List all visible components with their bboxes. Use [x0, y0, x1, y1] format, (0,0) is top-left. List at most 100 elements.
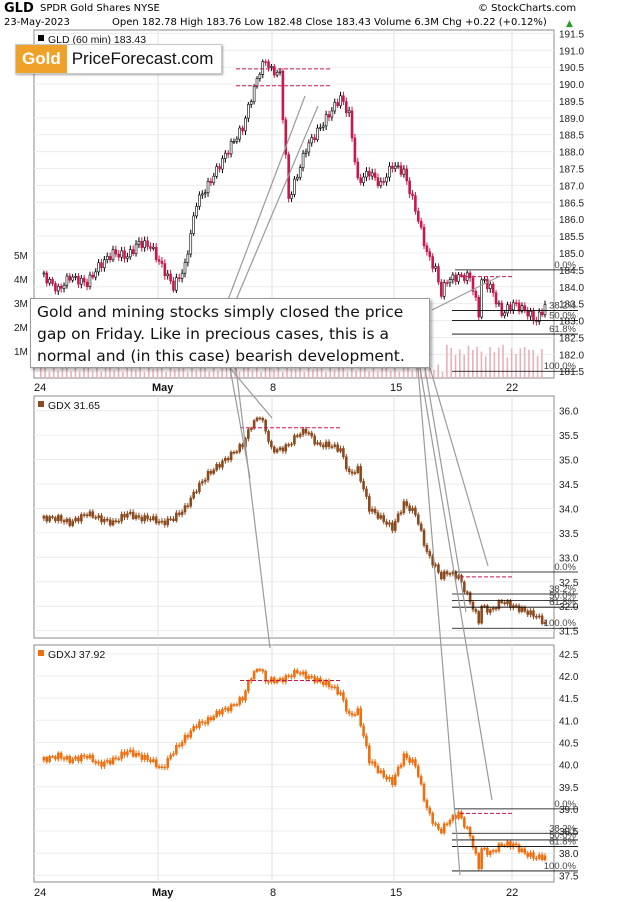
candle-body [327, 114, 331, 118]
candle-body [399, 165, 403, 175]
volume-bar [407, 367, 409, 378]
candle-body [321, 125, 325, 128]
candle-body [284, 119, 288, 155]
fib-level-label: 0.0% [554, 562, 576, 573]
candle-body [160, 520, 164, 523]
candle-body [365, 170, 368, 178]
candle-body [62, 757, 66, 760]
candle-body [344, 101, 348, 114]
candle-body [221, 158, 224, 170]
volume-bar [199, 367, 202, 378]
candle-body [206, 471, 210, 481]
candle-body [486, 605, 489, 613]
y-tick-label: 37.5 [559, 871, 579, 882]
volume-bar [415, 364, 418, 378]
candle-body [224, 152, 227, 159]
volume-bar [294, 369, 297, 378]
candle-body [445, 823, 449, 826]
fib-level-label: 0.0% [554, 260, 576, 271]
volume-bar [204, 366, 206, 378]
candle-body [48, 756, 51, 762]
candle-body [42, 515, 46, 519]
candle-body [131, 749, 135, 757]
candle-body [183, 505, 187, 513]
candle-body [247, 104, 250, 119]
candle-body [520, 607, 524, 612]
candle-body [388, 165, 391, 178]
candle-body [480, 279, 483, 318]
volume-bar [173, 369, 176, 378]
candle-body [509, 304, 512, 311]
annotation-line: gap on Friday. Like in precious cases, t… [37, 325, 389, 343]
candle-body [543, 855, 547, 861]
volume-bar [368, 371, 370, 378]
candle-body [350, 713, 354, 716]
candle-body [177, 512, 181, 515]
candle-body [324, 680, 328, 685]
volume-bar [83, 366, 85, 378]
candle-body [368, 170, 371, 177]
candle-body [460, 811, 463, 819]
candle-body [442, 571, 446, 580]
candle-body [229, 141, 233, 155]
candle-body [229, 704, 233, 712]
candle-body [368, 745, 371, 764]
y-tick-label: 183.5 [559, 300, 584, 311]
annotation-line: normal and (in this case) bearish develo… [37, 347, 405, 365]
candle-body [535, 616, 538, 618]
candle-body [414, 759, 417, 767]
candle-body [396, 766, 400, 776]
candle-body [494, 607, 498, 610]
x-tick-label: 22 [506, 887, 518, 899]
candle-body [186, 735, 190, 738]
candle-body [471, 277, 475, 292]
candle-body [523, 607, 527, 612]
candle-body [152, 759, 155, 762]
candle-body [270, 66, 273, 68]
y-tick-label: 185.5 [559, 232, 584, 243]
volume-bar [57, 370, 59, 378]
candle-body [376, 765, 380, 773]
candle-body [74, 517, 77, 522]
candle-body [255, 668, 259, 672]
candle-body [290, 443, 293, 446]
y-tick-label: 34.5 [559, 480, 579, 491]
volume-bar [186, 371, 189, 378]
candle-body [411, 759, 414, 763]
quote-ohlc: Open 182.78 High 183.76 Low 182.48 Close… [112, 17, 547, 28]
volume-bar [338, 367, 340, 378]
candle-body [537, 854, 541, 859]
candle-body [154, 516, 158, 524]
volume-bar [104, 365, 107, 378]
candle-body [88, 274, 92, 287]
candle-body [241, 444, 244, 448]
candle-body [385, 176, 388, 183]
candle-body [362, 480, 365, 490]
candle-body [54, 283, 57, 292]
volume-bar [152, 369, 154, 378]
fib-level-label: 100.0% [544, 618, 577, 629]
volume-bar [541, 349, 543, 378]
volume-bar [96, 364, 98, 378]
candle-body [108, 519, 112, 526]
candle-body [146, 755, 149, 761]
candle-body [149, 246, 152, 249]
fib-level-label: 50.0% [549, 311, 576, 322]
fib-level-label: 61.8% [549, 324, 576, 335]
candle-body [506, 841, 509, 846]
candle-body [350, 471, 354, 474]
candle-body [503, 602, 506, 605]
volume-bar [143, 371, 146, 378]
volume-bar [307, 364, 310, 378]
candle-body [152, 246, 155, 249]
candle-body [402, 168, 406, 175]
y-tick-label: 184.0 [559, 283, 584, 294]
candle-body [497, 843, 501, 852]
candle-body [344, 699, 348, 712]
candle-body [108, 760, 112, 765]
volume-bar [113, 370, 116, 378]
candle-body [310, 432, 314, 437]
candle-body [474, 291, 478, 298]
candle-body [491, 607, 495, 610]
candle-body [169, 518, 172, 521]
